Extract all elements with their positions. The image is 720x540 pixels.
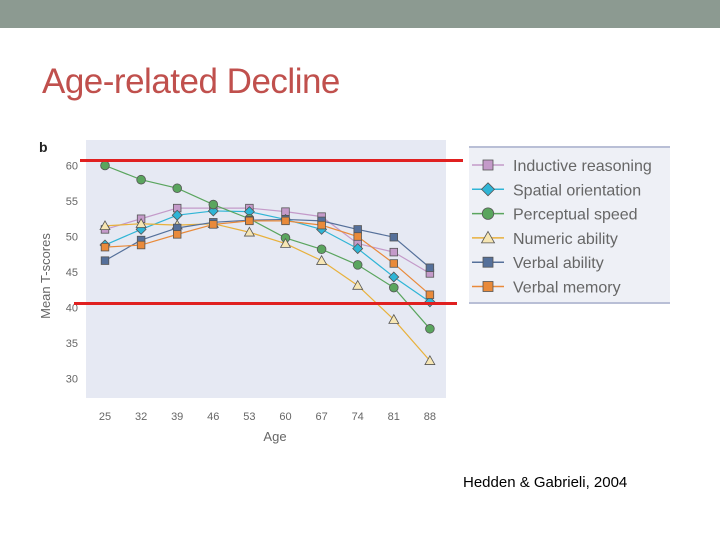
plot-area [86, 140, 446, 398]
data-point-circle [172, 183, 182, 193]
highlight-lines [74, 159, 463, 305]
data-point-square [136, 240, 146, 250]
data-point-square [245, 216, 254, 226]
data-point-diamond [388, 271, 400, 283]
data-point-square [353, 225, 362, 234]
citation: Hedden & Gabrieli, 2004 [463, 474, 628, 491]
data-point-circle [208, 199, 219, 210]
data-point-triangle [424, 354, 436, 365]
x-tick-label: 46 [207, 411, 219, 423]
legend-background [469, 147, 670, 303]
data-point-square [482, 281, 494, 292]
x-tick-label: 39 [171, 411, 183, 423]
data-point-triangle [135, 217, 147, 228]
data-point-square [425, 263, 435, 272]
series-line [104, 220, 431, 296]
data-point-circle [352, 260, 363, 270]
legend-entry: Spatial orientation [472, 182, 641, 199]
x-tick-label: 67 [315, 411, 327, 423]
plot-background [86, 140, 446, 398]
x-axis-label: Age [263, 429, 286, 444]
x-tick-label: 25 [99, 411, 111, 423]
data-point-triangle [243, 226, 256, 237]
data-point-square [317, 220, 326, 230]
y-tick-label: 35 [66, 338, 78, 350]
data-point-square [353, 232, 362, 241]
x-tick-label: 88 [424, 411, 436, 423]
data-point-circle [389, 282, 399, 293]
legend-label: Numeric ability [513, 231, 618, 248]
data-point-triangle [315, 254, 328, 265]
data-point-triangle [99, 220, 111, 231]
legend-entry: Inductive reasoning [472, 158, 652, 175]
y-tick-label: 30 [66, 374, 78, 386]
legend-label: Spatial orientation [513, 182, 641, 199]
y-axis-ticks: 30 35 40 45 50 55 60 [66, 161, 78, 386]
x-tick-label: 60 [279, 411, 291, 423]
legend-entry: Verbal memory [472, 280, 621, 297]
data-point-square [100, 242, 110, 252]
data-point-square [100, 256, 110, 265]
legend-label: Perceptual speed [513, 207, 638, 224]
series-verbal-memory [100, 216, 435, 299]
data-point-circle [481, 207, 495, 220]
x-tick-label: 32 [135, 411, 147, 423]
x-tick-label: 53 [243, 411, 255, 423]
data-point-square [482, 256, 494, 268]
data-point-square [482, 159, 494, 171]
series-line [104, 218, 431, 269]
y-tick-label: 60 [66, 161, 78, 173]
data-point-triangle [279, 237, 292, 248]
y-tick-label: 45 [66, 267, 78, 279]
y-axis-label: Mean T-scores [38, 233, 53, 319]
data-point-diamond [352, 243, 364, 255]
data-point-square [389, 233, 398, 242]
legend-entry: Perceptual speed [472, 207, 638, 224]
y-tick-label: 55 [66, 196, 78, 208]
x-tick-label: 81 [388, 411, 400, 423]
legend-entry: Numeric ability [472, 230, 618, 248]
data-point-circle [100, 160, 110, 171]
data-point-square [389, 247, 398, 257]
x-tick-label: 74 [352, 411, 364, 423]
series-line [104, 164, 431, 330]
data-point-square [281, 216, 290, 226]
data-point-square [172, 230, 182, 239]
top-accent-bar [0, 0, 720, 28]
data-point-square [425, 290, 435, 299]
data-point-square [209, 220, 218, 229]
data-point-circle [425, 324, 435, 334]
y-tick-label: 50 [66, 232, 78, 244]
legend-entry: Verbal ability [472, 255, 604, 272]
data-point-triangle [352, 279, 364, 290]
slide-title: Age-related Decline [42, 62, 340, 101]
data-point-triangle [388, 313, 400, 324]
series-layer [99, 160, 436, 365]
series-line [104, 207, 431, 274]
data-point-circle [316, 244, 327, 255]
data-point-diamond [480, 182, 496, 197]
panel-label: b [39, 139, 48, 155]
data-point-triangle [480, 230, 496, 244]
legend-label: Verbal ability [513, 255, 604, 272]
data-point-square [389, 259, 398, 268]
x-axis-ticks: 25 32 39 46 53 60 67 74 81 88 [99, 411, 436, 423]
legend-label: Verbal memory [513, 280, 621, 297]
series-line [104, 210, 431, 303]
legend: Inductive reasoning Spatial orientation Pe… [469, 146, 670, 304]
data-point-circle [136, 174, 146, 185]
y-tick-label: 40 [66, 303, 78, 315]
legend-label: Inductive reasoning [513, 158, 652, 175]
